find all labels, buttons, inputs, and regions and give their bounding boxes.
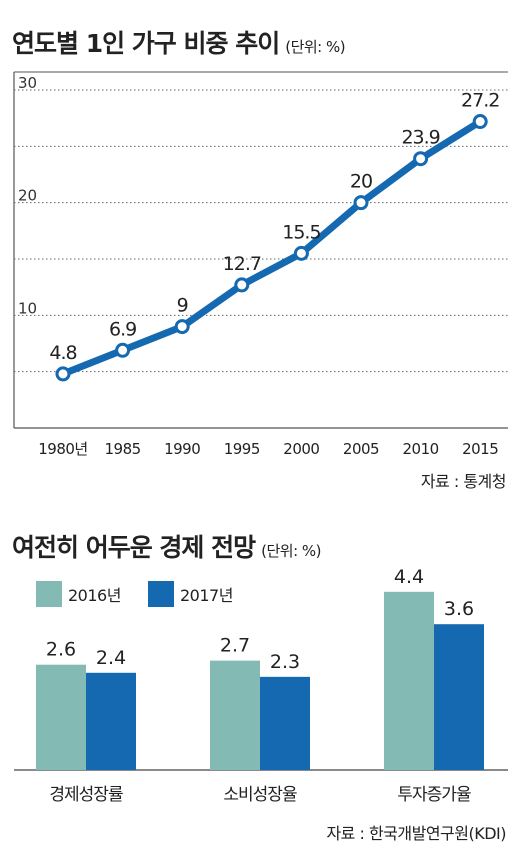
bar-value-label: 2.6: [46, 639, 76, 661]
legend-label: 2016년: [68, 586, 121, 605]
data-label: 15.5: [282, 221, 320, 243]
data-label: 9: [177, 295, 188, 317]
data-label: 20: [350, 171, 372, 193]
bar: [384, 591, 434, 770]
data-label: 12.7: [223, 253, 261, 275]
bar-value-label: 3.6: [444, 598, 474, 620]
x-tick-label: 2015: [462, 440, 498, 458]
category-label: 소비성장율: [223, 785, 297, 805]
bar-value-label: 2.3: [270, 651, 300, 673]
data-label: 27.2: [461, 90, 499, 112]
x-tick-label: 1980년: [38, 440, 87, 458]
data-point: [115, 342, 131, 358]
y-tick-label: 10: [18, 299, 37, 317]
bar: [434, 624, 484, 770]
data-point: [353, 195, 369, 211]
data-label: 23.9: [401, 127, 439, 149]
data-point: [174, 319, 190, 335]
y-tick-label: 20: [18, 187, 37, 205]
data-point: [472, 114, 488, 130]
bar-chart-unit: (단위: %): [261, 542, 322, 560]
bar: [36, 664, 86, 770]
legend-swatch: [148, 581, 174, 607]
category-label: 투자증가율: [397, 785, 471, 805]
line-chart-unit: (단위: %): [285, 38, 346, 56]
x-tick-label: 1995: [224, 440, 260, 458]
bar-value-label: 4.4: [394, 566, 424, 588]
x-tick-label: 1985: [105, 440, 141, 458]
x-tick-label: 2005: [343, 440, 379, 458]
data-point: [293, 245, 309, 261]
x-tick-label: 2000: [283, 440, 319, 458]
y-tick-label: 30: [18, 74, 37, 92]
series-line: [59, 118, 484, 378]
line-chart-source: 자료 : 통계청: [420, 472, 507, 491]
data-point: [413, 151, 429, 167]
category-label: 경제성장률: [49, 785, 123, 805]
bar-value-label: 2.4: [96, 647, 126, 669]
data-point: [55, 366, 71, 382]
bar-chart-title: 여전히 어두운 경제 전망 (단위: %): [12, 528, 322, 564]
data-label: 6.9: [109, 318, 136, 340]
data-point: [234, 277, 250, 293]
legend-swatch: [36, 581, 62, 607]
line-chart-title-text: 연도별 1인 가구 비중 추이: [12, 29, 280, 58]
x-tick-label: 1990: [164, 440, 200, 458]
bar: [86, 672, 136, 770]
x-tick-label: 2010: [403, 440, 439, 458]
data-label: 4.8: [49, 342, 76, 364]
bar-value-label: 2.7: [220, 635, 250, 657]
bar: [210, 660, 260, 770]
line-chart-title: 연도별 1인 가구 비중 추이 (단위: %): [12, 24, 346, 60]
line-chart: 10 20 30 1980년 1985 1990 1995 2000 2005 2010 2015 4…: [13, 71, 508, 458]
bar-chart-source: 자료 : 한국개발연구원(KDI): [326, 824, 506, 843]
bar-chart-title-text: 여전히 어두운 경제 전망: [12, 533, 256, 562]
legend-label: 2017년: [180, 586, 233, 605]
bar: [260, 676, 310, 770]
